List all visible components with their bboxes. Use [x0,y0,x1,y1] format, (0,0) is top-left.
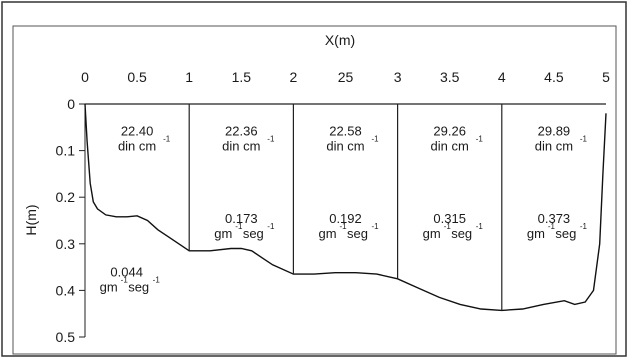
superscript-mark: -1 [372,222,380,231]
section-tension-value: 22.36 [225,124,258,139]
superscript-mark: -1 [163,135,171,144]
x-tick-label: 4 [498,69,506,85]
x-tick-label: 0.5 [127,69,147,85]
superscript-mark: -1 [548,222,556,231]
section-tension-value: 22.58 [329,124,362,139]
superscript-mark: -1 [121,275,129,284]
section-tension-unit: din cm [118,139,156,154]
section-rate-unit-2: seg [555,226,576,241]
section-rate-value: 0.192 [329,211,362,226]
section-rate-unit-2: seg [347,226,368,241]
x-axis-title: X(m) [325,32,355,48]
superscript-mark: -1 [580,135,588,144]
x-tick-label: 2 [290,69,298,85]
y-tick-label: 0.5 [56,329,76,345]
section-tension-value: 22.40 [121,124,154,139]
section-tension-unit: din cm [222,139,260,154]
section-rate-value: 0.044 [110,264,143,279]
y-tick-label: 0.4 [56,282,76,298]
superscript-mark: -1 [476,222,484,231]
y-axis-title: H(m) [23,204,39,235]
x-tick-label: 5 [602,69,610,85]
superscript-mark: -1 [235,222,243,231]
superscript-mark: -1 [444,222,452,231]
section-rate-unit-2: seg [451,226,472,241]
y-tick-label: 0 [67,96,75,112]
section-rate-unit: gm [100,279,118,294]
x-tick-label: 25 [338,69,354,85]
section-tension-unit: din cm [431,139,469,154]
section-rate-unit: gm [423,226,441,241]
y-tick-label: 0.2 [56,189,76,205]
superscript-mark: -1 [340,222,348,231]
section-tension-unit: din cm [535,139,573,154]
superscript-mark: -1 [580,222,588,231]
section-rate-value: 0.173 [225,211,258,226]
inner-frame [12,25,617,355]
superscript-mark: -1 [267,135,275,144]
section-rate-unit: gm [318,226,336,241]
section-rate-unit-2: seg [128,279,149,294]
superscript-mark: -1 [153,275,161,284]
section-rate-value: 0.315 [433,211,466,226]
section-tension-value: 29.26 [433,124,466,139]
y-tick-label: 0.1 [56,143,76,159]
x-tick-label: 1 [185,69,193,85]
section-rate-unit-2: seg [243,226,264,241]
bed-profile-line [84,103,607,312]
y-tick-label: 0.3 [56,236,76,252]
section-tension-unit: din cm [326,139,364,154]
section-tension-value: 29.89 [538,124,571,139]
x-tick-label: 0 [81,69,89,85]
x-tick-label: 3.5 [440,69,460,85]
section-rate-unit: gm [214,226,232,241]
x-tick-label: 4.5 [544,69,564,85]
section-rate-unit: gm [527,226,545,241]
superscript-mark: -1 [476,135,484,144]
x-tick-label: 1.5 [232,69,252,85]
section-rate-value: 0.373 [538,211,571,226]
superscript-mark: -1 [372,135,380,144]
superscript-mark: -1 [267,222,275,231]
x-tick-label: 3 [394,69,402,85]
